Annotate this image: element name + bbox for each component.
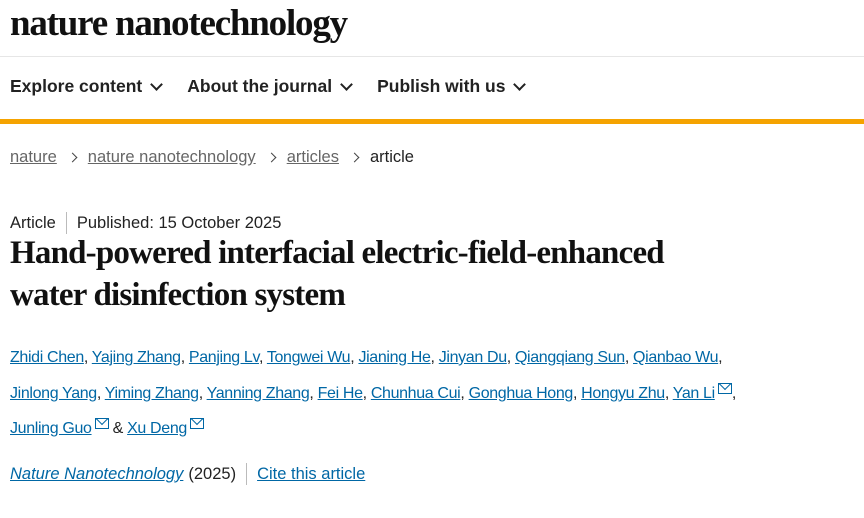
title-line: water disinfection system	[10, 277, 346, 313]
breadcrumb-current: article	[369, 148, 414, 166]
author-link[interactable]: Tongwei Wu	[266, 349, 351, 366]
chevron-down-icon	[513, 77, 527, 91]
nav-about-journal[interactable]: About the journal	[187, 76, 353, 97]
nav-label: Explore content	[10, 76, 143, 96]
nav-label: Publish with us	[377, 76, 506, 96]
divider	[246, 463, 248, 485]
accent-bar	[0, 119, 864, 124]
author-link[interactable]: Qiangqiang Sun	[514, 349, 625, 366]
nav-publish-with-us[interactable]: Publish with us	[377, 76, 527, 97]
author-link[interactable]: Yanning Zhang	[206, 384, 310, 402]
author-link[interactable]: Jinlong Yang	[10, 384, 97, 402]
author-link[interactable]: Yan Li	[672, 384, 715, 402]
breadcrumb: nature nature nanotechnology articles ar…	[10, 148, 414, 167]
chevron-down-icon	[150, 77, 164, 91]
ampersand: &	[112, 420, 124, 437]
author-link[interactable]: Xu Deng	[127, 420, 187, 437]
article-meta: Article Published: 15 October 2025	[10, 212, 281, 234]
published-date: Published: 15 October 2025	[76, 213, 282, 232]
author-link[interactable]: Gonghua Hong	[468, 384, 574, 402]
chevron-right-icon	[266, 152, 277, 163]
article-title: Hand-powered interfacial electric-field-…	[10, 232, 860, 316]
journal-link[interactable]: Nature Nanotechnology	[10, 464, 184, 483]
author-link[interactable]: Yajing Zhang	[91, 349, 181, 366]
author-list: Zhidi Chen, Yajing Zhang, Panjing Lv, To…	[10, 349, 736, 437]
author-link[interactable]: Fei He	[317, 384, 363, 402]
journal-logo[interactable]: nature nanotechnology	[10, 3, 348, 44]
nav-label: About the journal	[187, 76, 333, 96]
chevron-right-icon	[67, 152, 78, 163]
author-link[interactable]: Panjing Lv	[188, 349, 259, 366]
breadcrumb-nature-nanotechnology[interactable]: nature nanotechnology	[87, 148, 256, 166]
chevron-down-icon	[340, 77, 353, 91]
title-line: Hand-powered interfacial electric-field-…	[10, 235, 665, 271]
nav-explore-content[interactable]: Explore content	[10, 76, 164, 97]
publication-year: (2025)	[188, 464, 237, 483]
author-link[interactable]: Yiming Zhang	[104, 384, 199, 402]
breadcrumb-articles[interactable]: articles	[286, 148, 339, 166]
email-icon[interactable]	[717, 382, 732, 394]
journal-citation: Nature Nanotechnology (2025) Cite this a…	[10, 463, 365, 485]
email-icon[interactable]	[94, 418, 109, 429]
author-link[interactable]: Hongyu Zhu	[581, 384, 665, 402]
header-divider	[0, 56, 864, 57]
author-link[interactable]: Junling Guo	[10, 420, 92, 437]
article-type: Article	[10, 213, 56, 232]
author-link[interactable]: Jianing He	[358, 349, 431, 366]
cite-this-article-link[interactable]: Cite this article	[257, 464, 366, 483]
divider	[65, 212, 67, 234]
author-link[interactable]: Qianbao Wu	[633, 349, 719, 366]
main-nav: Explore content About the journal Publis…	[10, 76, 527, 97]
author-link[interactable]: Jinyan Du	[438, 349, 507, 366]
author-link[interactable]: Chunhua Cui	[370, 384, 461, 402]
author-link[interactable]: Zhidi Chen	[10, 349, 84, 366]
breadcrumb-nature[interactable]: nature	[10, 148, 57, 166]
email-icon[interactable]	[189, 418, 204, 429]
chevron-right-icon	[349, 152, 360, 163]
